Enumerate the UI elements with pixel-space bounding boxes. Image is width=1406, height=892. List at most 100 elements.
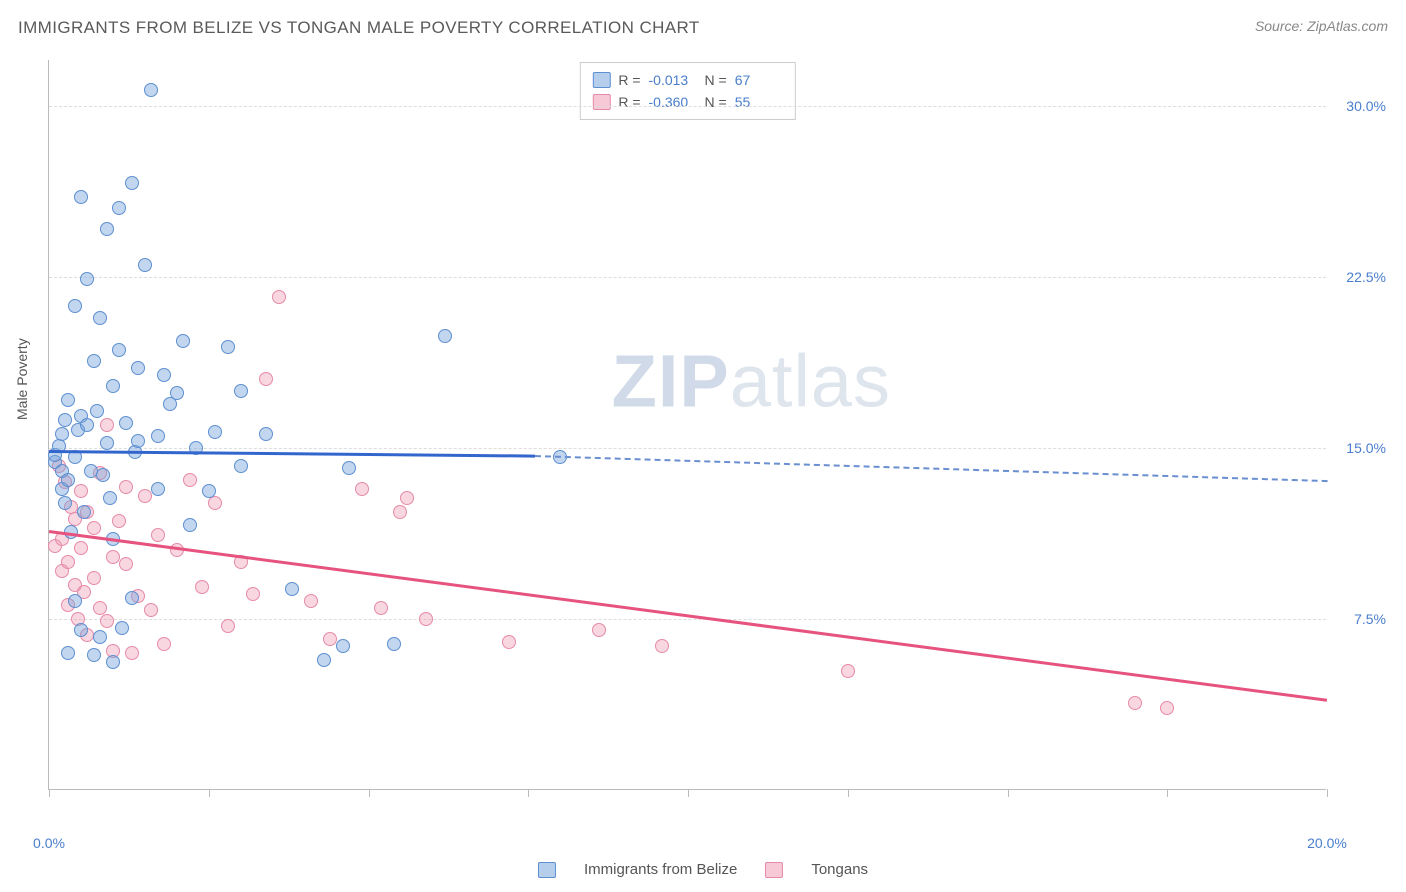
scatter-point xyxy=(131,361,145,375)
scatter-point xyxy=(151,429,165,443)
scatter-point xyxy=(61,555,75,569)
scatter-point xyxy=(87,571,101,585)
scatter-point xyxy=(125,591,139,605)
trend-line xyxy=(49,450,535,457)
scatter-point xyxy=(195,580,209,594)
scatter-point xyxy=(502,635,516,649)
trend-line xyxy=(49,530,1327,701)
x-tick xyxy=(49,789,50,797)
source-label: Source: ZipAtlas.com xyxy=(1255,18,1388,34)
scatter-point xyxy=(61,473,75,487)
scatter-point xyxy=(93,311,107,325)
stats-legend: R = -0.013 N = 67 R = -0.360 N = 55 xyxy=(579,62,795,120)
scatter-point xyxy=(393,505,407,519)
n-value-pink: 55 xyxy=(735,91,783,113)
scatter-point xyxy=(90,404,104,418)
scatter-point xyxy=(183,518,197,532)
swatch-pink-icon xyxy=(765,862,783,878)
scatter-point xyxy=(87,648,101,662)
scatter-point xyxy=(74,623,88,637)
scatter-point xyxy=(157,368,171,382)
scatter-point xyxy=(176,334,190,348)
scatter-point xyxy=(841,664,855,678)
scatter-point xyxy=(80,272,94,286)
scatter-point xyxy=(96,468,110,482)
scatter-point xyxy=(272,290,286,304)
x-tick xyxy=(688,789,689,797)
watermark: ZIPatlas xyxy=(612,338,891,423)
scatter-point xyxy=(304,594,318,608)
scatter-point xyxy=(157,637,171,651)
scatter-point xyxy=(144,83,158,97)
scatter-point xyxy=(387,637,401,651)
chart-title: IMMIGRANTS FROM BELIZE VS TONGAN MALE PO… xyxy=(18,18,700,38)
scatter-point xyxy=(93,601,107,615)
scatter-point xyxy=(285,582,299,596)
scatter-point xyxy=(61,646,75,660)
swatch-blue-icon xyxy=(538,862,556,878)
scatter-point xyxy=(259,427,273,441)
scatter-point xyxy=(202,484,216,498)
n-value-blue: 67 xyxy=(735,69,783,91)
scatter-point xyxy=(112,343,126,357)
scatter-point xyxy=(144,603,158,617)
x-tick xyxy=(1167,789,1168,797)
scatter-point xyxy=(100,436,114,450)
gridline xyxy=(49,448,1326,449)
swatch-pink-icon xyxy=(592,94,610,110)
scatter-point xyxy=(317,653,331,667)
scatter-point xyxy=(112,201,126,215)
r-value-pink: -0.360 xyxy=(649,91,697,113)
scatter-point xyxy=(592,623,606,637)
scatter-point xyxy=(138,489,152,503)
scatter-point xyxy=(61,393,75,407)
gridline xyxy=(49,619,1326,620)
scatter-point xyxy=(655,639,669,653)
scatter-point xyxy=(106,379,120,393)
y-axis-label: Male Poverty xyxy=(14,338,30,420)
gridline xyxy=(49,106,1326,107)
scatter-point xyxy=(100,614,114,628)
scatter-point xyxy=(58,496,72,510)
scatter-point xyxy=(125,646,139,660)
x-tick xyxy=(369,789,370,797)
scatter-point xyxy=(355,482,369,496)
x-tick xyxy=(1008,789,1009,797)
scatter-point xyxy=(103,491,117,505)
scatter-point xyxy=(106,655,120,669)
scatter-point xyxy=(87,521,101,535)
scatter-point xyxy=(100,222,114,236)
swatch-blue-icon xyxy=(592,72,610,88)
scatter-point xyxy=(131,434,145,448)
legend-label-blue: Immigrants from Belize xyxy=(584,861,737,878)
x-tick xyxy=(848,789,849,797)
scatter-point xyxy=(125,176,139,190)
scatter-point xyxy=(87,354,101,368)
scatter-point xyxy=(112,514,126,528)
scatter-point xyxy=(119,557,133,571)
scatter-point xyxy=(208,425,222,439)
x-tick xyxy=(1327,789,1328,797)
x-tick xyxy=(209,789,210,797)
y-tick-label: 22.5% xyxy=(1331,269,1386,285)
y-tick-label: 15.0% xyxy=(1331,440,1386,456)
scatter-point xyxy=(336,639,350,653)
legend-label-pink: Tongans xyxy=(811,861,868,878)
scatter-point xyxy=(119,480,133,494)
scatter-point xyxy=(342,461,356,475)
scatter-point xyxy=(259,372,273,386)
scatter-point xyxy=(68,299,82,313)
y-tick-label: 7.5% xyxy=(1331,611,1386,627)
scatter-point xyxy=(74,541,88,555)
r-value-blue: -0.013 xyxy=(649,69,697,91)
scatter-point xyxy=(234,459,248,473)
scatter-point xyxy=(400,491,414,505)
scatter-point xyxy=(170,386,184,400)
chart-plot-area: ZIPatlas R = -0.013 N = 67 R = -0.360 N … xyxy=(48,60,1326,790)
scatter-point xyxy=(419,612,433,626)
scatter-point xyxy=(74,190,88,204)
x-tick-label: 20.0% xyxy=(1307,835,1347,851)
x-tick-label: 0.0% xyxy=(33,835,65,851)
scatter-point xyxy=(438,329,452,343)
scatter-point xyxy=(119,416,133,430)
